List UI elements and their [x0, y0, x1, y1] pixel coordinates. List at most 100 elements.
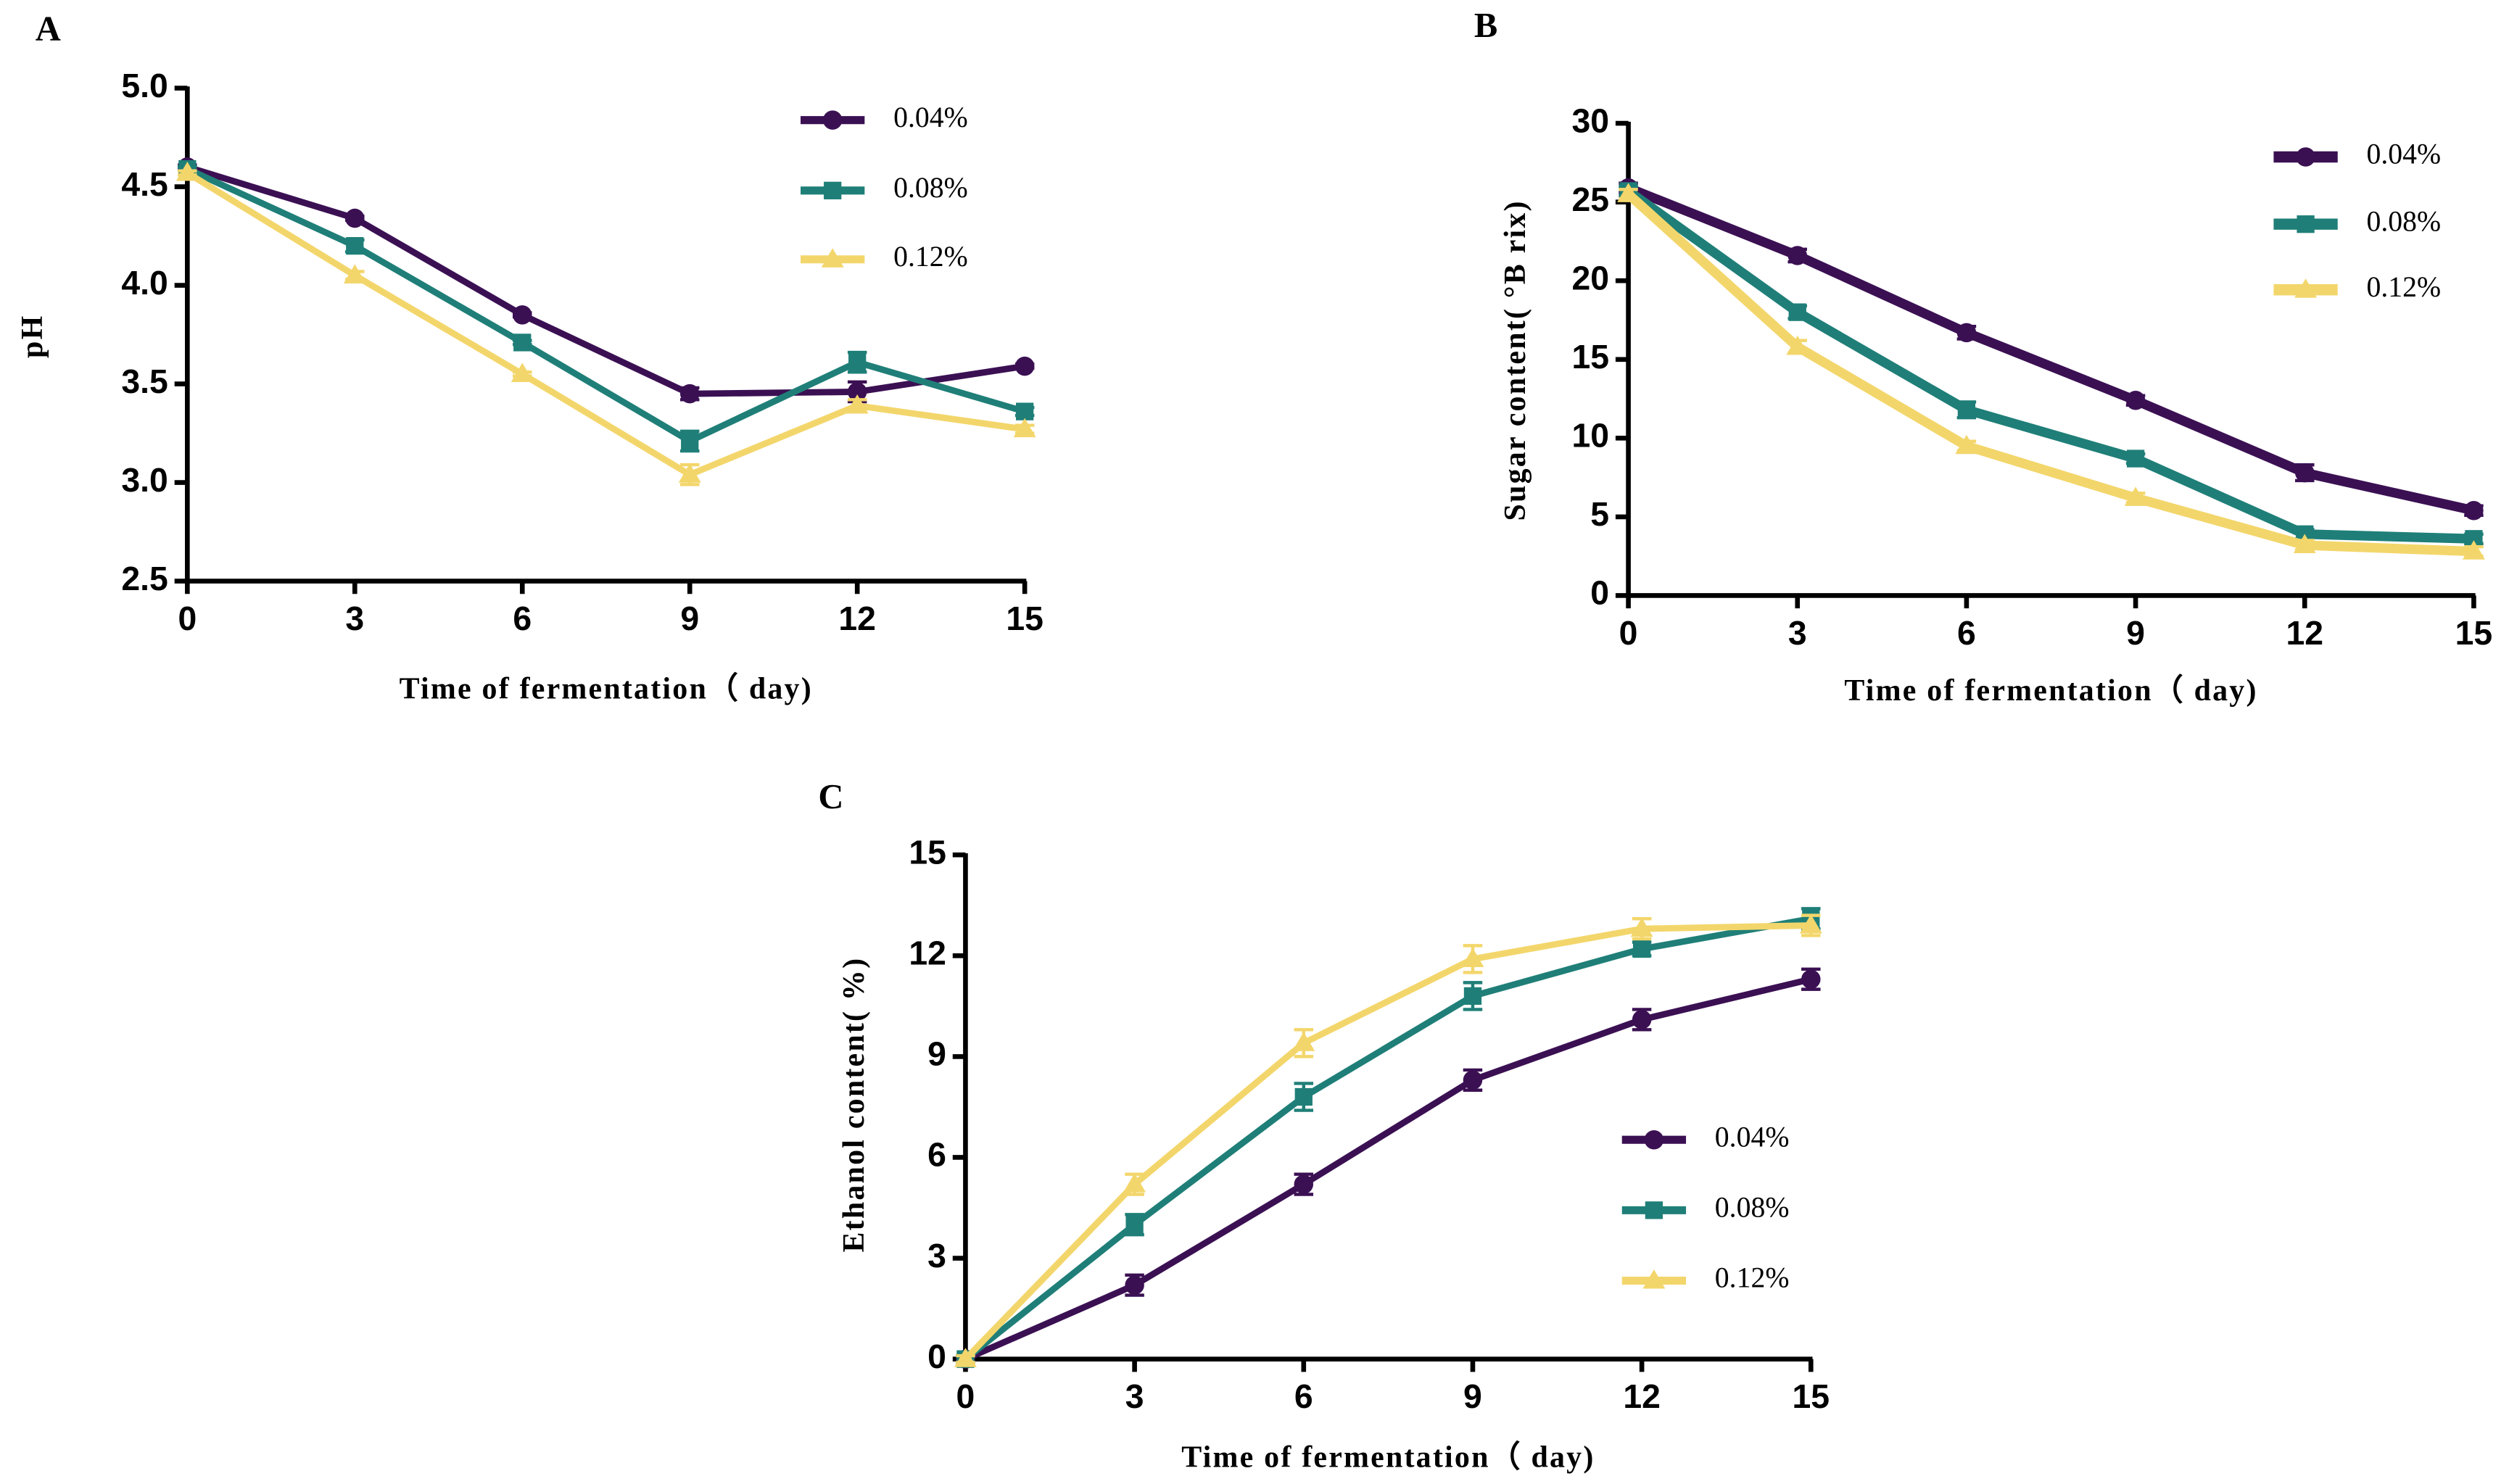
marker — [511, 362, 534, 382]
legend-label: 0.12% — [893, 241, 968, 273]
marker — [2293, 534, 2316, 554]
series-line — [964, 976, 1812, 1362]
x-tick-label: 15 — [2455, 614, 2493, 652]
marker — [1463, 987, 1482, 1006]
y-tick-label: 3 — [927, 1237, 946, 1274]
marker — [681, 432, 699, 450]
series-line — [186, 164, 1025, 397]
x-tick-label: 12 — [1623, 1377, 1661, 1415]
x-tick-label: 12 — [2286, 614, 2323, 652]
y-tick-label: 0 — [1590, 574, 1609, 612]
marker — [1957, 401, 1976, 419]
legend-label: 0.08% — [2366, 205, 2441, 237]
marker — [847, 382, 867, 402]
legend-label: 0.04% — [893, 101, 968, 133]
marker — [1463, 1070, 1483, 1090]
x-tick-label: 9 — [680, 600, 699, 637]
panel-label: B — [1474, 6, 1497, 45]
x-tick-label: 3 — [1788, 614, 1807, 652]
x-axis-title: Time of fermentation（ day) — [400, 672, 813, 706]
marker — [2124, 486, 2147, 506]
series-line — [963, 915, 1812, 1362]
marker — [513, 333, 532, 352]
y-tick-label: 2.5 — [121, 560, 168, 597]
marker — [1955, 434, 1978, 455]
marker — [2125, 390, 2146, 410]
marker — [1461, 948, 1484, 967]
x-tick-label: 9 — [2126, 614, 2145, 652]
marker — [513, 305, 532, 325]
series-line — [1625, 187, 2474, 544]
y-tick-label: 3.5 — [121, 362, 168, 400]
marker — [954, 1348, 977, 1367]
x-tick-label: 0 — [956, 1377, 975, 1415]
legend-marker — [2296, 147, 2315, 167]
marker — [679, 384, 700, 404]
y-tick-label: 15 — [1572, 338, 1610, 376]
legend-label: 0.12% — [2366, 271, 2441, 303]
legend-marker — [1645, 1201, 1663, 1219]
x-axis-title: Time of fermentation（ day) — [1181, 1440, 1595, 1474]
y-tick-label: 30 — [1572, 101, 1610, 139]
panel-label: A — [36, 9, 61, 48]
series-line — [963, 922, 1811, 1361]
y-tick-label: 9 — [927, 1035, 946, 1073]
y-tick-label: 5 — [1590, 495, 1609, 533]
marker — [1630, 917, 1653, 937]
marker — [1123, 1173, 1146, 1193]
marker — [2462, 540, 2485, 560]
marker — [848, 353, 867, 371]
x-tick-label: 6 — [1957, 614, 1976, 652]
marker — [1788, 303, 1806, 321]
series-line — [1625, 190, 2474, 557]
y-tick-label: 3.0 — [121, 461, 168, 499]
y-tick-label: 4.5 — [121, 165, 168, 203]
marker — [1801, 969, 1821, 989]
marker — [1632, 1010, 1652, 1029]
y-axis-title: Ethanol content( %) — [838, 957, 871, 1253]
x-tick-label: 0 — [1619, 614, 1638, 652]
legend-marker — [821, 248, 844, 268]
marker — [846, 394, 869, 414]
marker — [1016, 402, 1034, 420]
marker — [1013, 418, 1036, 438]
marker — [346, 236, 364, 255]
marker — [1014, 356, 1035, 376]
legend-marker — [824, 181, 842, 199]
x-tick-label: 6 — [1294, 1377, 1313, 1415]
y-axis-title: pH — [16, 315, 49, 358]
legend-label: 0.04% — [1715, 1121, 1790, 1153]
y-tick-label: 6 — [927, 1136, 946, 1174]
marker — [1617, 183, 1640, 202]
marker — [2464, 500, 2484, 521]
legend-marker — [1644, 1129, 1664, 1150]
panel-label: C — [818, 777, 843, 816]
marker — [345, 208, 365, 228]
y-tick-label: 10 — [1572, 417, 1610, 455]
series-line — [186, 166, 1026, 444]
y-tick-label: 0 — [927, 1338, 946, 1375]
marker — [2126, 449, 2145, 468]
marker — [1799, 914, 1822, 934]
y-tick-label: 15 — [909, 833, 946, 871]
panel: B 0 5 10 15 20 25 30 0 3 6 9 12 15 Time of fermentatio… — [1474, 6, 2492, 708]
marker — [1292, 1032, 1315, 1051]
legend-marker — [822, 110, 843, 130]
x-tick-label: 6 — [513, 600, 532, 637]
marker — [175, 162, 199, 181]
x-tick-label: 15 — [1793, 1377, 1830, 1415]
marker — [2295, 463, 2315, 483]
x-tick-label: 12 — [838, 600, 876, 637]
legend-label: 0.04% — [2366, 138, 2441, 170]
x-tick-label: 3 — [1125, 1377, 1144, 1415]
marker — [1125, 1216, 1144, 1234]
marker — [1294, 1087, 1313, 1106]
x-axis-title: Time of fermentation（ day) — [1844, 673, 2257, 708]
y-tick-label: 4.0 — [121, 264, 168, 302]
legend-label: 0.08% — [1715, 1191, 1790, 1223]
y-axis-title: Sugar content( °B rix) — [1499, 199, 1532, 521]
x-tick-label: 9 — [1463, 1377, 1482, 1415]
panel: C 0 3 6 9 12 15 0 3 6 9 12 15 Time of fermentation（ d… — [818, 777, 1830, 1474]
x-tick-label: 15 — [1006, 600, 1043, 637]
